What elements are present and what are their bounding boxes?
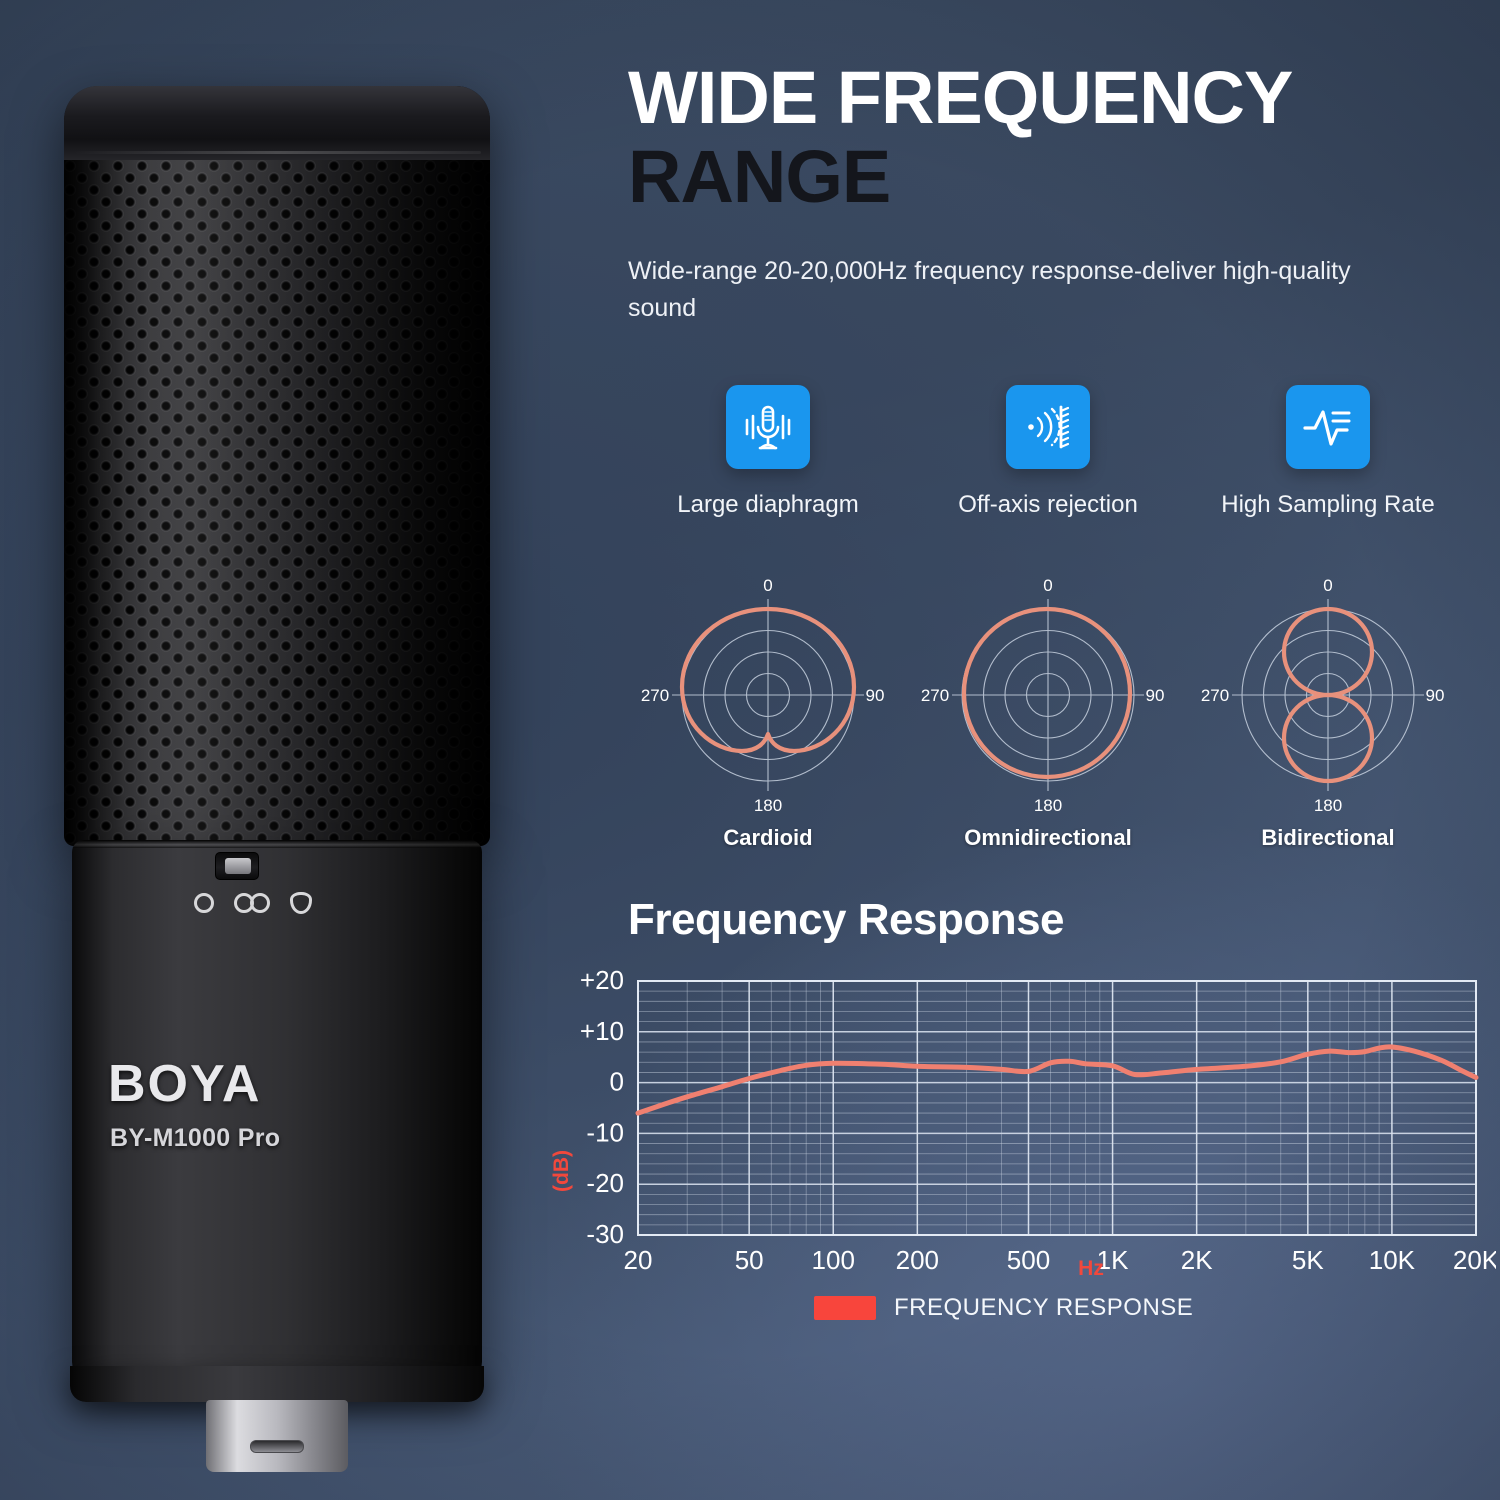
polar-label-180: 180 [1314,796,1342,815]
microphone-base-ring [70,1366,484,1402]
pattern-selector-switch[interactable] [215,852,259,880]
grille-shading [64,160,490,846]
feature-large-diaphragm: Large diaphragm [628,384,908,519]
polar-pattern-row: 0 90 180 270 Cardioid [628,571,1468,851]
x-tick-500: 500 [1007,1245,1050,1275]
page-title: WIDE FREQUENCY RANGE [628,60,1468,215]
x-axis-label: Hz [1078,1257,1104,1280]
frequency-response-curve [635,1044,1479,1116]
x-tick-5K: 5K [1292,1245,1324,1275]
polar-label-90: 90 [866,686,885,705]
polar-label-0: 0 [1323,576,1332,595]
model-name: BY-M1000 Pro [110,1124,281,1152]
x-tick-100: 100 [812,1245,855,1275]
cardioid-polar-plot: 0 90 180 270 [641,576,885,815]
feature-tile-3 [1286,384,1370,469]
pattern-symbols-row [194,892,312,914]
polar-title-omnidirectional: Omnidirectional [964,824,1132,850]
body-seam [72,840,482,848]
polar-cardioid: 0 90 180 270 Cardioid [628,571,908,851]
x-tick-50: 50 [735,1245,764,1275]
polar-title-cardioid: Cardioid [723,824,813,850]
microphone-product-image: BOYA BY-M1000 Pro [56,78,506,1478]
subheadline-text: Wide-range 20-20,000Hz frequency respons… [628,256,1351,322]
waveform-lines-icon [1303,410,1351,446]
polar-label-270: 270 [1201,686,1229,705]
y-tick--30: -30 [586,1219,624,1249]
brand-logo: BOYA [108,1055,262,1113]
y-axis-label: (dB) [550,1150,573,1192]
polar-label-270: 270 [921,686,949,705]
headline-line-1: WIDE FREQUENCY [628,56,1293,139]
x-tick-200: 200 [896,1245,939,1275]
x-tick-10K: 10K [1369,1245,1416,1275]
x-tick-1K: 1K [1097,1245,1129,1275]
x-tick-20: 20 [624,1245,653,1275]
polar-label-180: 180 [754,796,782,815]
chart-legend: FREQUENCY RESPONSE [814,1294,1468,1322]
microphone-body: BOYA BY-M1000 Pro [72,840,482,1380]
polar-label-180: 180 [1034,796,1062,815]
cardioid-heart-icon [290,892,312,914]
polar-label-90: 90 [1426,686,1445,705]
usb-c-connector [206,1400,348,1472]
x-tick-20K: 20K [1453,1245,1496,1275]
polar-bidirectional: 0 90 180 270 Bidirectional [1188,571,1468,851]
feature-label-2: Off-axis rejection [958,490,1138,518]
feature-icon-row: Large diaphragm [628,384,1468,519]
polar-title-bidirectional: Bidirectional [1261,824,1395,850]
y-tick--20: -20 [586,1168,624,1198]
x-tick-2K: 2K [1181,1245,1213,1275]
feature-high-sampling-rate: High Sampling Rate [1188,384,1468,519]
feature-label-1: Large diaphragm [677,490,859,518]
legend-label: FREQUENCY RESPONSE [894,1293,1194,1321]
omnidirectional-polar-plot: 0 90 180 270 [921,576,1165,815]
feature-off-axis-rejection: Off-axis rejection [908,384,1188,519]
microphone-grille [64,86,490,846]
microphone-waves-icon [745,405,791,450]
polar-label-0: 0 [1043,576,1052,595]
y-tick-0: 0 [610,1067,624,1097]
y-tick-+10: +10 [580,1016,624,1046]
feature-tile-2 [1006,384,1090,469]
frequency-response-title: Frequency Response [628,894,1065,944]
headline-line-2: RANGE [628,135,891,219]
y-tick--10: -10 [586,1117,624,1147]
microphone-top-cap [64,86,490,160]
legend-color-swatch [814,1295,876,1320]
polar-label-90: 90 [1146,686,1165,705]
polar-label-0: 0 [763,576,772,595]
y-tick-+20: +20 [580,965,624,995]
frequency-response-chart: +20 +10 0 -10 -20 -30 20 50 100 200 500 1K 2K 5K 10K 2… [550,965,1500,1280]
sound-wave-barrier-icon [1028,405,1070,449]
polar-label-270: 270 [641,686,669,705]
omnidirectional-circle-icon [194,893,214,913]
feature-tile-1 [726,384,810,469]
bidirectional-figure8-icon [234,893,270,913]
polar-omnidirectional: 0 90 180 270 Omnidirectional [908,571,1188,851]
bidirectional-polar-plot: 0 90 180 270 [1201,576,1445,815]
feature-label-3: High Sampling Rate [1221,490,1435,518]
